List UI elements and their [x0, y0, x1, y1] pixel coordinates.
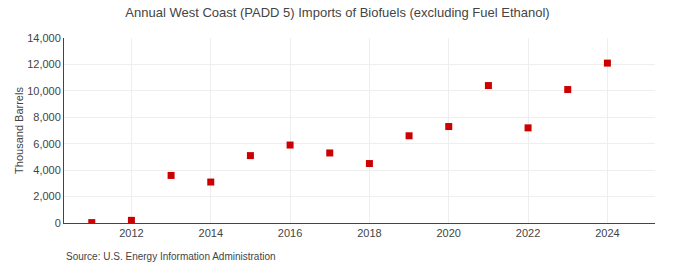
svg-text:2016: 2016: [278, 227, 302, 239]
svg-text:10,000: 10,000: [27, 85, 61, 97]
svg-text:8,000: 8,000: [33, 111, 61, 123]
svg-text:2012: 2012: [119, 227, 143, 239]
svg-text:4,000: 4,000: [33, 164, 61, 176]
svg-text:2020: 2020: [436, 227, 460, 239]
svg-text:2014: 2014: [199, 227, 223, 239]
svg-text:0: 0: [55, 217, 61, 229]
svg-text:12,000: 12,000: [27, 58, 61, 70]
svg-text:2,000: 2,000: [33, 190, 61, 202]
svg-text:2018: 2018: [357, 227, 381, 239]
svg-text:2022: 2022: [516, 227, 540, 239]
svg-text:2024: 2024: [595, 227, 619, 239]
svg-text:6,000: 6,000: [33, 138, 61, 150]
svg-text:Annual West Coast (PADD 5) Imp: Annual West Coast (PADD 5) Imports of Bi…: [125, 5, 549, 20]
svg-text:14,000: 14,000: [27, 32, 61, 44]
svg-text:Source: U.S. Energy Informatio: Source: U.S. Energy Information Administ…: [66, 251, 276, 262]
svg-text:Thousand Barrels: Thousand Barrels: [13, 87, 25, 174]
